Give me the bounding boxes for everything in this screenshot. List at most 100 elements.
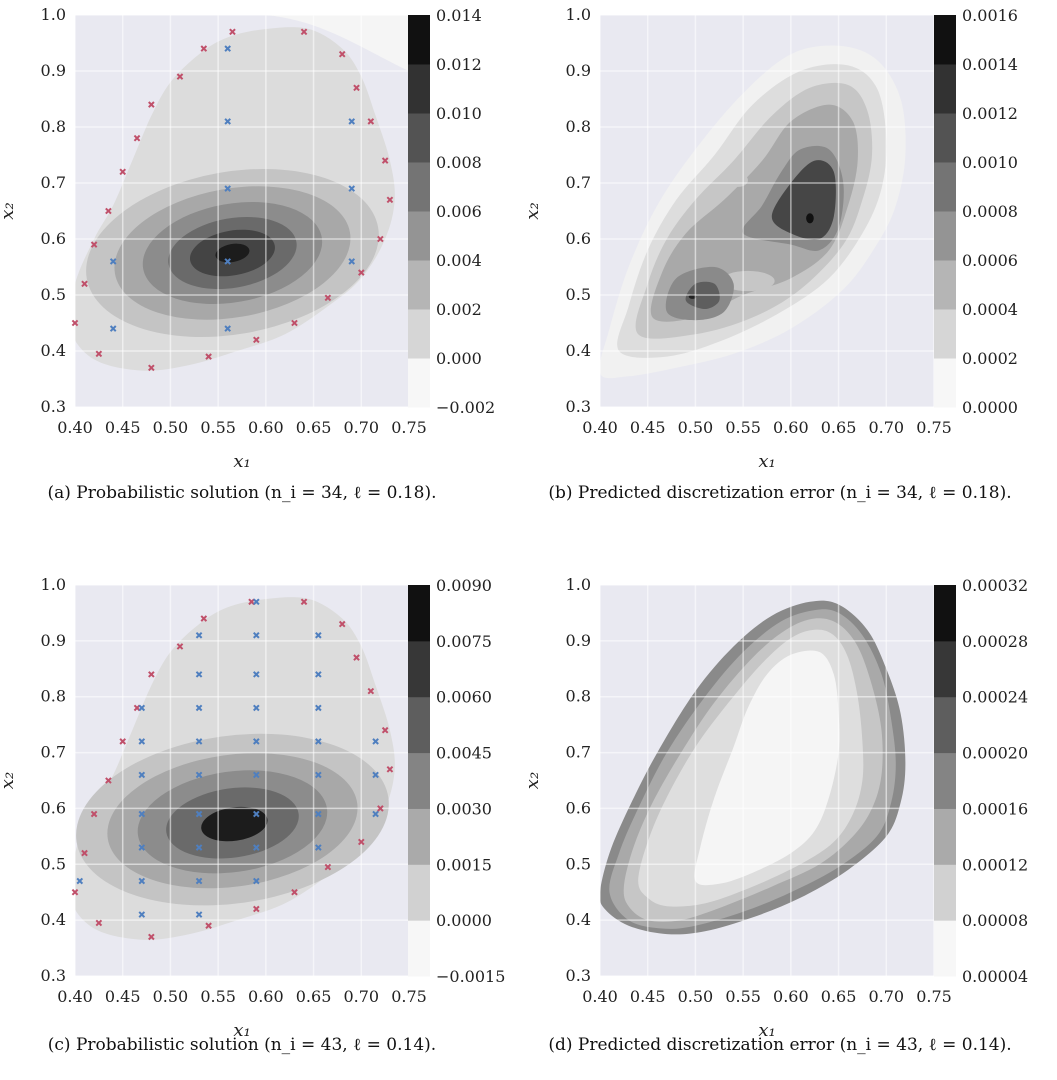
colorbar-tick-label: 0.0010	[962, 153, 1018, 172]
colorbar-tick-label: 0.0030	[436, 799, 492, 818]
panel-b: 0.40 0.45 0.50 0.55 0.60 0.65 0.70 0.75 0.3 0.4 0.…	[522, 5, 1018, 503]
colorbar-tick-label: 0.0060	[436, 688, 492, 707]
interior-point	[253, 771, 260, 779]
contour-level	[721, 270, 775, 292]
x-tick-label: 0.60	[248, 418, 284, 437]
interior-point	[195, 771, 203, 779]
y-tick-label: 0.8	[566, 117, 591, 136]
colorbar-band	[934, 309, 956, 359]
colorbar-band	[934, 211, 956, 261]
boundary-point	[300, 28, 308, 36]
x-tick-label: 0.50	[678, 418, 714, 437]
y-axis-label: x₂	[0, 772, 18, 789]
y-tick-label: 0.6	[566, 798, 591, 817]
colorbar-tick-label: 0.0045	[436, 744, 492, 763]
interior-point	[138, 844, 146, 851]
interior-point	[224, 258, 231, 265]
colorbar-tick-label: 0.014	[436, 6, 482, 25]
y-tick-label: 0.4	[41, 341, 66, 360]
colorbar-tick-label: 0.0016	[962, 6, 1018, 25]
colorbar-tick-label: 0.0014	[962, 55, 1018, 74]
colorbar-tick-label: 0.010	[436, 104, 482, 123]
boundary-point	[205, 353, 212, 360]
interior-point	[253, 598, 260, 606]
boundary-point	[95, 919, 103, 927]
y-tick-label: 0.9	[566, 61, 591, 80]
boundary-point	[353, 654, 360, 661]
boundary-point	[357, 838, 365, 846]
x-tick-label: 0.70	[343, 987, 379, 1006]
y-axis-label: x₂	[522, 772, 543, 789]
boundary-point	[90, 810, 98, 818]
y-tick-label: 0.7	[41, 173, 66, 192]
interior-point	[315, 844, 322, 851]
x-tick-label: 0.65	[296, 418, 332, 437]
x-tick-label: 0.50	[153, 987, 189, 1006]
interior-point	[253, 704, 260, 712]
interior-point	[195, 671, 203, 678]
y-tick-label: 0.5	[566, 285, 591, 304]
colorbar-band	[408, 920, 430, 977]
y-tick-label: 0.9	[566, 631, 591, 650]
boundary-point	[148, 933, 155, 941]
grid	[599, 14, 935, 408]
interior-point	[224, 45, 231, 52]
interior-point	[138, 877, 146, 885]
y-tick-label: 0.3	[566, 397, 591, 416]
colorbar-tick-label: 0.0002	[962, 349, 1018, 368]
contour-fill	[265, 15, 409, 71]
y-axis-label: x₂	[0, 202, 18, 219]
boundary-point	[95, 350, 103, 358]
colorbar-tick-label: 0.008	[436, 153, 482, 172]
colorbar-band	[408, 864, 430, 921]
boundary-point	[386, 766, 394, 773]
boundary-point	[133, 134, 141, 142]
panel-c: 0.40 0.45 0.50 0.55 0.60 0.65 0.70 0.75 0.3 0.4 0.…	[0, 575, 505, 1055]
interior-point	[315, 704, 322, 712]
colorbar-band	[408, 113, 430, 163]
interior-point	[138, 810, 146, 818]
colorbar-band	[934, 64, 956, 114]
x-axis-label: x₁	[233, 1020, 250, 1041]
y-tick-label: 0.9	[41, 61, 66, 80]
x-tick-label: 0.40	[57, 418, 93, 437]
boundary-point	[291, 888, 298, 896]
colorbar-tick-label: 0.004	[436, 251, 482, 270]
colorbar: 0.00004 0.00008 0.00012 0.00016 0.00020 0.000…	[934, 576, 1028, 986]
colorbar-tick-label: 0.00012	[962, 855, 1028, 874]
colorbar-band	[934, 920, 956, 977]
x-axis-label: x₁	[758, 1020, 775, 1041]
y-tick-label: 0.6	[41, 229, 66, 248]
colorbar-tick-label: 0.006	[436, 202, 482, 221]
interior-point	[253, 844, 260, 851]
y-axis-label: x₂	[522, 202, 543, 219]
y-tick-label: 0.3	[566, 966, 591, 985]
colorbar-tick-label: 0.0000	[962, 398, 1018, 417]
interior-point	[224, 118, 231, 125]
x-tick-label: 0.50	[153, 418, 189, 437]
boundary-point	[71, 319, 79, 327]
y-tick-label: 1.0	[566, 575, 591, 594]
interior-point	[372, 810, 379, 818]
colorbar-tick-label: 0.0004	[962, 300, 1018, 319]
boundary-point	[300, 598, 308, 606]
boundary-point	[71, 888, 79, 896]
colorbar-band	[934, 640, 956, 698]
colorbar-band	[934, 864, 956, 921]
colorbar: −0.0015 0.0000 0.0015 0.0030 0.0045 0.0060 0.0…	[408, 576, 505, 986]
interior-point	[195, 877, 203, 885]
y-tick-label: 0.8	[41, 687, 66, 706]
colorbar-band	[934, 696, 956, 754]
x-axis-label: x₁	[758, 451, 775, 472]
boundary-point	[200, 615, 208, 622]
x-tick-label: 0.45	[630, 418, 666, 437]
interior-point	[348, 185, 356, 192]
interior-point	[195, 704, 203, 712]
y-tick-label: 0.7	[41, 743, 66, 762]
colorbar-tick-label: 0.00016	[962, 799, 1028, 818]
colorbar-tick-label: 0.012	[436, 55, 482, 74]
boundary-point	[119, 738, 127, 745]
colorbar-tick-label: 0.0090	[436, 576, 492, 595]
interior-point	[315, 738, 322, 745]
boundary-point	[353, 84, 360, 92]
